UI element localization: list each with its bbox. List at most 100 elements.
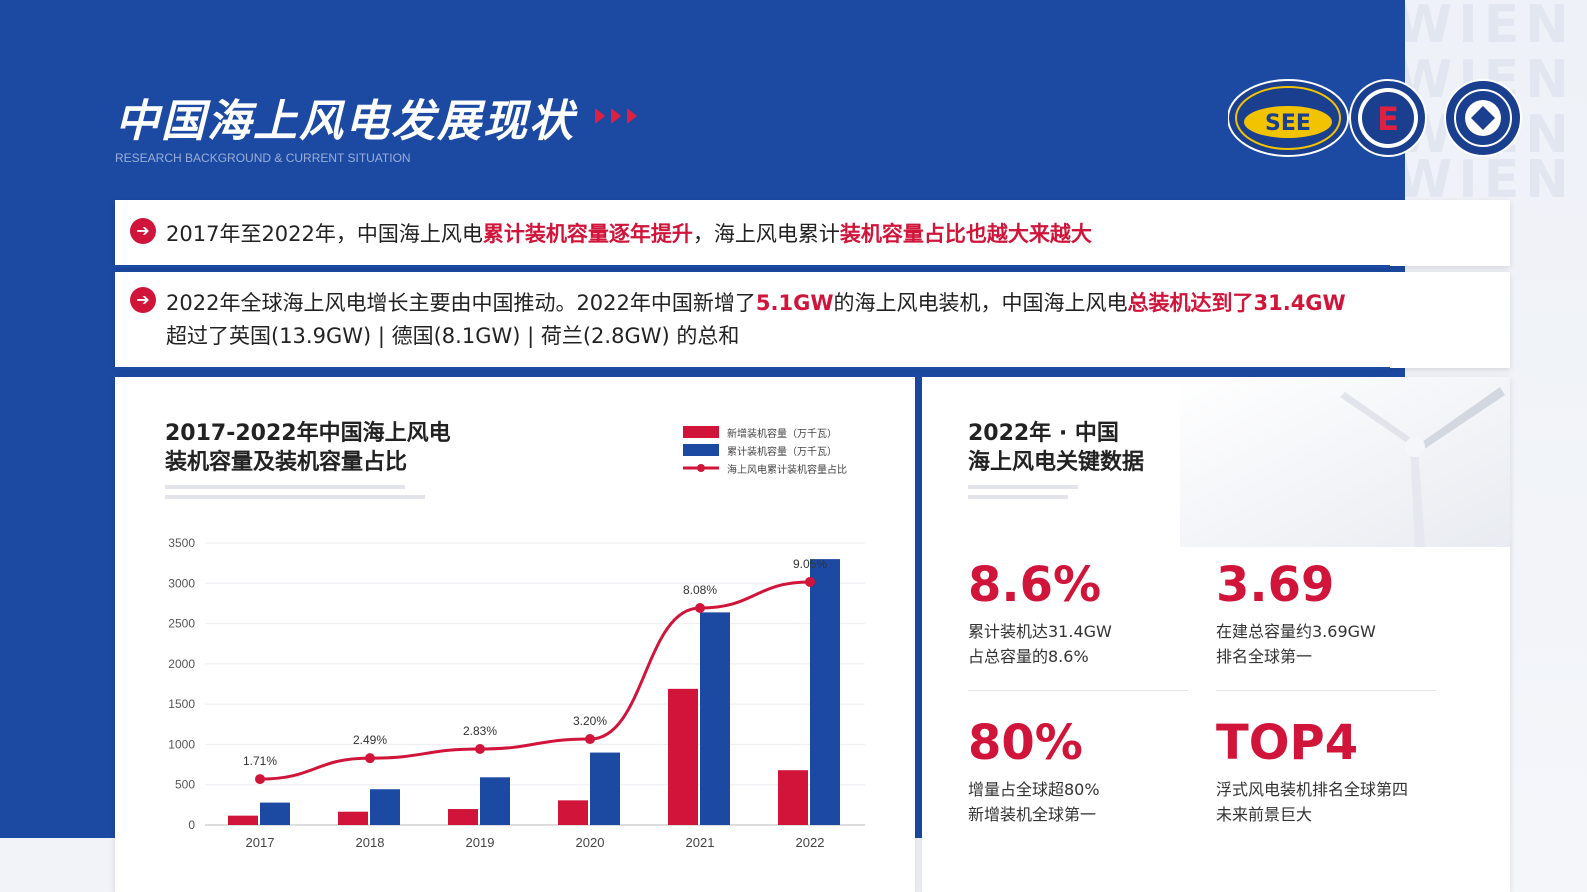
kpi-desc: 在建总容量约3.69GW: [1216, 622, 1376, 641]
kpi-value: 8.6%: [968, 557, 1102, 613]
info-card-1-underline: [115, 265, 1390, 268]
info-text-2: 2022年全球海上风电增长主要由中国推动。2022年中国新增了5.1GW的海上风…: [166, 287, 1346, 353]
info2-text-part: 的海上风电装机，中国海上风电: [833, 291, 1128, 315]
y-tick-label: 2500: [168, 617, 195, 631]
legend-swatch-blue: [683, 444, 719, 456]
kpi-value: 3.69: [1216, 557, 1335, 613]
chart-card: 2017-2022年中国海上风电 装机容量及装机容量占比 新增装机容量（万千瓦）…: [115, 377, 915, 892]
kpi-item-4: TOP4 浮式风电装机排名全球第四 未来前景巨大: [1216, 715, 1408, 827]
share-data-label: 8.08%: [683, 583, 717, 597]
chart-plot-area: 0 500 1000 1500 2000 2500 3000 3500 2017 2018 2019…: [168, 536, 865, 850]
bar-cumulative: [590, 752, 620, 825]
kpi-card: 2022年 · 中国 海上风电关键数据 8.6% 累计装机达31.4GW 占总容…: [922, 377, 1510, 892]
kpi-item-3: 80% 增量占全球超80% 新增装机全球第一: [968, 715, 1100, 827]
info2-text-part: 2022年全球海上风电增长主要由中国推动。2022年中国新增了: [166, 291, 756, 315]
share-point: [805, 576, 815, 587]
share-point: [475, 743, 485, 754]
info2-highlight: 5.1GW: [755, 291, 834, 315]
chart-title-line1: 2017-2022年中国海上风电: [165, 421, 451, 446]
university-logo-1: E: [1349, 79, 1427, 157]
kpi-desc: 新增装机全球第一: [968, 805, 1097, 824]
info1-text-part: ，海上风电累计: [692, 222, 840, 246]
caption-placeholder-line: [968, 495, 1068, 499]
share-point: [695, 602, 705, 613]
y-tick-label: 1000: [168, 737, 195, 751]
kpi-value: TOP4: [1216, 715, 1359, 771]
legend-swatch-red: [683, 426, 719, 438]
bar-cumulative: [260, 802, 290, 825]
see-logo: SEE: [1228, 79, 1349, 157]
share-data-label: 2.83%: [463, 724, 497, 738]
y-tick-label: 3500: [168, 536, 195, 550]
info2-highlight: 总装机达到了31.4GW: [1127, 291, 1346, 315]
arrow-right-icon: ➔: [130, 287, 156, 313]
y-tick-label: 1500: [168, 697, 195, 711]
share-point: [365, 753, 375, 764]
legend-label: 新增装机容量（万千瓦）: [727, 428, 837, 440]
info-card-2-underline: [115, 367, 1390, 370]
university-logo-2: [1444, 79, 1522, 157]
bar-cumulative: [480, 777, 510, 825]
kpi-divider: [1216, 690, 1436, 691]
kpi-item-1: 8.6% 累计装机达31.4GW 占总容量的8.6%: [968, 557, 1112, 669]
share-data-label: 1.71%: [243, 754, 277, 768]
x-tick-label: 2019: [466, 835, 495, 850]
wind-turbine-image: [1180, 377, 1510, 547]
triple-arrow-icon: [595, 108, 637, 124]
kpi-desc: 浮式风电装机排名全球第四: [1216, 780, 1409, 799]
legend-label: 累计装机容量（万千瓦）: [727, 446, 837, 458]
x-tick-label: 2021: [686, 835, 715, 850]
bar-cumulative: [370, 789, 400, 825]
share-point: [255, 774, 265, 785]
kpi-desc: 增量占全球超80%: [968, 780, 1100, 799]
page-title: 中国海上风电发展现状: [115, 96, 575, 147]
info1-text-part: 2017年至2022年，中国海上风电: [166, 222, 483, 246]
kpi-value: 80%: [968, 715, 1083, 771]
kpi-divider: [968, 690, 1188, 691]
legend-item-share: 海上风电累计装机容量占比: [683, 459, 847, 477]
see-logo-text: SEE: [1265, 111, 1311, 136]
bar-new: [778, 770, 808, 825]
share-line: [259, 580, 811, 781]
arrow-right-icon: ➔: [130, 218, 156, 244]
info2-line2: 超过了英国(13.9GW) | 德国(8.1GW) | 荷兰(2.8GW) 的总…: [166, 324, 740, 348]
bar-cumulative: [700, 612, 730, 825]
kpi-title-caption: [968, 485, 1464, 499]
y-tick-label: 0: [188, 818, 195, 832]
bar-new: [228, 815, 258, 825]
bar-new: [338, 811, 368, 825]
kpi-title-line1: 2022年 · 中国: [968, 421, 1119, 446]
bar-new: [448, 809, 478, 825]
page-subtitle: RESEARCH BACKGROUND & CURRENT SITUATION: [115, 151, 411, 165]
caption-placeholder-line: [165, 495, 425, 499]
caption-placeholder-line: [165, 485, 405, 489]
chart-legend: 新增装机容量（万千瓦） 累计装机容量（万千瓦） 海上风电累计装机容量占比: [683, 423, 847, 477]
legend-item-new: 新增装机容量（万千瓦）: [683, 423, 847, 441]
info1-highlight: 累计装机容量逐年提升: [482, 222, 693, 246]
bar-new: [668, 688, 698, 825]
kpi-desc: 排名全球第一: [1216, 647, 1313, 666]
kpi-title-line2: 海上风电关键数据: [968, 450, 1145, 475]
university-logo-1-text: E: [1377, 100, 1399, 138]
kpi-item-2: 3.69 在建总容量约3.69GW 排名全球第一: [1216, 557, 1376, 669]
share-data-label: 3.20%: [573, 714, 607, 728]
share-point: [585, 734, 595, 745]
y-tick-label: 3000: [168, 576, 195, 590]
legend-item-cumulative: 累计装机容量（万千瓦）: [683, 441, 847, 459]
kpi-desc: 累计装机达31.4GW: [968, 622, 1112, 641]
logos-group: SEE E: [1228, 79, 1522, 157]
legend-label: 海上风电累计装机容量占比: [727, 464, 847, 476]
share-data-label: 2.49%: [353, 733, 387, 747]
info-card-2: ➔ 2022年全球海上风电增长主要由中国推动。2022年中国新增了5.1GW的海…: [115, 272, 1510, 368]
y-tick-label: 2000: [168, 657, 195, 671]
y-tick-label: 500: [175, 778, 195, 792]
legend-line-swatch: [683, 464, 719, 472]
chart-title-caption: [165, 485, 865, 499]
x-tick-label: 2018: [356, 835, 385, 850]
x-tick-label: 2017: [246, 835, 275, 850]
caption-placeholder-line: [968, 485, 1078, 489]
kpi-desc: 占总容量的8.6%: [968, 647, 1089, 666]
x-tick-label: 2020: [576, 835, 605, 850]
bar-cumulative: [810, 559, 840, 825]
watermark-decoration: WIEN: [1405, 0, 1575, 55]
